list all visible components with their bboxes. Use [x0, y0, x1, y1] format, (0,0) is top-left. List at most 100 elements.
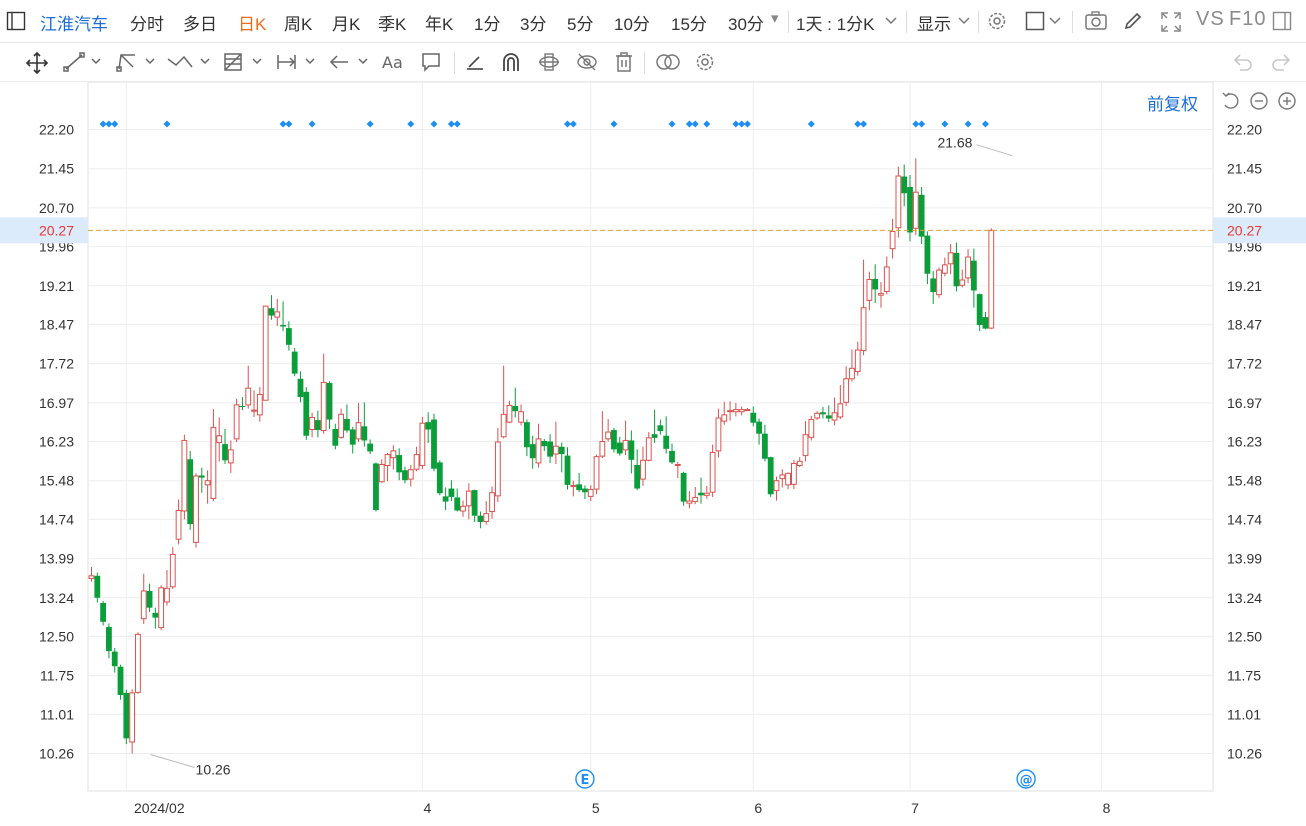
candle-body — [605, 431, 612, 440]
magnet-icon[interactable] — [500, 51, 522, 73]
lock-drawings-icon[interactable] — [537, 51, 561, 73]
undo-icon[interactable] — [1232, 52, 1254, 72]
candle-body — [135, 633, 141, 693]
event-marker-diamond — [610, 120, 618, 128]
measure-icon[interactable] — [275, 51, 317, 73]
fibonacci-icon[interactable] — [222, 51, 264, 73]
draw-line-icon[interactable] — [464, 51, 486, 73]
text-icon[interactable]: Aa — [381, 51, 407, 73]
candle-body — [256, 393, 263, 416]
y-tick-label-right: 22.20 — [1227, 122, 1262, 138]
zoom-out-icon[interactable] — [1248, 90, 1270, 112]
tab-1fen[interactable]: 1分 — [474, 15, 501, 34]
tab-duori[interactable]: 多日 — [183, 15, 217, 34]
event-marker-diamond — [407, 120, 415, 128]
candle-body — [750, 412, 757, 423]
candle-body — [512, 405, 519, 412]
y-tick-label-right: 18.47 — [1227, 316, 1262, 332]
candle-body — [703, 492, 710, 496]
candle-body — [849, 367, 855, 380]
candle-body — [669, 450, 675, 463]
interval-select[interactable]: 1天 : 1分K — [796, 15, 875, 34]
stock-name[interactable]: 江淮汽车 — [40, 15, 108, 34]
compare-icon[interactable] — [654, 51, 682, 73]
move-icon[interactable] — [25, 51, 49, 75]
arrow-icon[interactable] — [328, 51, 370, 73]
wave-line-icon[interactable] — [166, 51, 212, 73]
y-tick-label-right: 15.48 — [1227, 473, 1262, 489]
vs-button[interactable]: VS — [1196, 8, 1225, 30]
high-annotation-label: 21.68 — [937, 135, 972, 151]
candle-body — [918, 194, 925, 237]
fullscreen-icon[interactable] — [1159, 10, 1183, 34]
tab-jik[interactable]: 季K — [378, 15, 407, 34]
candle-body — [663, 435, 670, 449]
candle-body — [344, 419, 350, 431]
tab-rik[interactable]: 日K — [238, 15, 267, 34]
event-badge[interactable] — [575, 769, 595, 789]
candle-body — [541, 440, 548, 447]
chevron-down-icon[interactable] — [958, 16, 970, 26]
pen-icon[interactable] — [1122, 10, 1144, 32]
candle-body — [529, 444, 536, 459]
candle-body — [402, 470, 408, 481]
candle-body — [727, 410, 733, 413]
candle-body — [216, 435, 223, 444]
chevron-down-icon[interactable] — [885, 16, 897, 26]
candle-body — [680, 472, 687, 502]
drawing-toolbar: Aa — [0, 43, 1306, 82]
sidebar-toggle-icon[interactable] — [6, 11, 26, 31]
candle-body — [239, 405, 246, 408]
tab-10fen[interactable]: 10分 — [614, 15, 650, 34]
reset-icon[interactable] — [1220, 90, 1242, 112]
candle-body — [587, 489, 594, 497]
channel-line-icon[interactable] — [115, 51, 157, 73]
candle-body — [460, 505, 466, 512]
event-marker-diamond — [854, 120, 862, 128]
candle-body — [831, 412, 838, 421]
f10-button[interactable]: F10 — [1229, 8, 1267, 30]
gear-icon[interactable] — [694, 51, 716, 73]
event-marker-diamond — [366, 120, 374, 128]
tab-niank[interactable]: 年K — [425, 15, 454, 34]
hide-drawings-icon[interactable] — [575, 51, 599, 73]
candle-body — [941, 264, 948, 274]
adjust-mode-button[interactable]: 前复权 — [1147, 95, 1198, 114]
comment-icon[interactable] — [420, 51, 442, 73]
candle-body — [303, 391, 310, 436]
candle-body — [280, 324, 286, 327]
display-select[interactable]: 显示 — [917, 15, 951, 34]
candle-body — [274, 311, 281, 318]
event-marker-diamond — [430, 120, 438, 128]
candle-body — [164, 587, 170, 603]
period-dropdown-chevron[interactable]: ▾ — [771, 10, 779, 27]
zoom-in-icon[interactable] — [1276, 90, 1298, 112]
tab-15fen[interactable]: 15分 — [671, 15, 707, 34]
tab-5fen[interactable]: 5分 — [567, 15, 594, 34]
tab-3fen[interactable]: 3分 — [520, 15, 547, 34]
event-marker-diamond — [447, 120, 455, 128]
candle-body — [471, 490, 478, 516]
candle-body — [361, 426, 368, 441]
y-tick-label-right: 14.74 — [1227, 511, 1262, 527]
event-badge[interactable] — [1016, 769, 1036, 789]
high-annotation-leader — [976, 144, 1013, 157]
tab-zhouk[interactable]: 周K — [284, 15, 313, 34]
tab-fenshi[interactable]: 分时 — [130, 15, 164, 34]
candle-body — [431, 419, 437, 469]
candle-body — [622, 439, 629, 451]
camera-icon[interactable] — [1084, 10, 1108, 32]
color-square-icon[interactable] — [1025, 11, 1045, 31]
y-tick-label-right: 13.24 — [1227, 590, 1262, 606]
sidebar-panel-icon[interactable] — [1272, 11, 1292, 31]
redo-icon[interactable] — [1270, 52, 1292, 72]
y-tick-label-left: 15.48 — [39, 473, 74, 489]
y-tick-label-right: 11.01 — [1227, 706, 1261, 722]
gear-icon[interactable] — [986, 10, 1008, 32]
trend-line-icon[interactable] — [62, 51, 102, 73]
tab-30fen[interactable]: 30分 — [728, 15, 764, 34]
tab-yuek[interactable]: 月K — [332, 15, 361, 34]
chevron-down-icon[interactable] — [1049, 16, 1061, 26]
trash-icon[interactable] — [613, 51, 635, 73]
